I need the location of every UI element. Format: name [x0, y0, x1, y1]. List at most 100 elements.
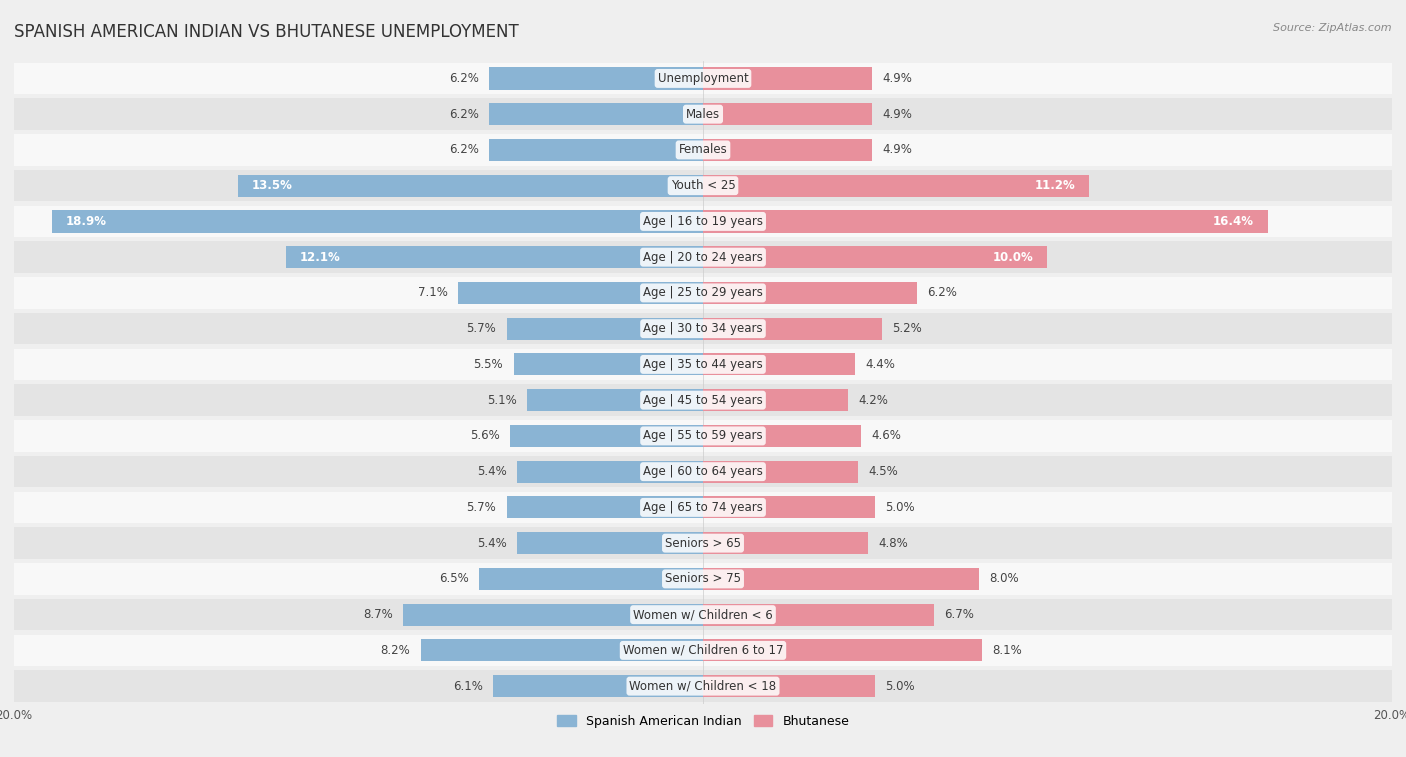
- Bar: [420, 640, 703, 662]
- Bar: [703, 425, 862, 447]
- Bar: [703, 103, 872, 125]
- Text: 4.9%: 4.9%: [882, 107, 912, 120]
- Bar: [14, 206, 1392, 237]
- Text: 5.0%: 5.0%: [886, 501, 915, 514]
- Text: 4.2%: 4.2%: [858, 394, 887, 407]
- Bar: [52, 210, 703, 232]
- Text: 18.9%: 18.9%: [66, 215, 107, 228]
- Text: 13.5%: 13.5%: [252, 179, 292, 192]
- Text: 6.2%: 6.2%: [450, 72, 479, 85]
- Text: 8.1%: 8.1%: [993, 644, 1022, 657]
- Bar: [513, 354, 703, 375]
- Text: Age | 16 to 19 years: Age | 16 to 19 years: [643, 215, 763, 228]
- Text: 5.4%: 5.4%: [477, 465, 506, 478]
- Bar: [703, 640, 981, 662]
- Bar: [287, 246, 703, 268]
- Bar: [703, 460, 858, 483]
- Text: 6.2%: 6.2%: [450, 143, 479, 157]
- Bar: [703, 67, 872, 89]
- Text: 6.7%: 6.7%: [945, 608, 974, 621]
- Bar: [489, 139, 703, 161]
- Bar: [14, 313, 1392, 344]
- Bar: [14, 671, 1392, 702]
- Text: Age | 65 to 74 years: Age | 65 to 74 years: [643, 501, 763, 514]
- Text: Age | 25 to 29 years: Age | 25 to 29 years: [643, 286, 763, 300]
- Bar: [510, 425, 703, 447]
- Bar: [703, 139, 872, 161]
- Text: Age | 35 to 44 years: Age | 35 to 44 years: [643, 358, 763, 371]
- Bar: [703, 246, 1047, 268]
- Text: 4.4%: 4.4%: [865, 358, 894, 371]
- Text: 5.7%: 5.7%: [467, 322, 496, 335]
- Text: 10.0%: 10.0%: [993, 251, 1033, 263]
- Text: 6.2%: 6.2%: [450, 107, 479, 120]
- Bar: [14, 277, 1392, 309]
- Bar: [703, 389, 848, 411]
- Text: 8.2%: 8.2%: [381, 644, 411, 657]
- Text: 12.1%: 12.1%: [299, 251, 340, 263]
- Text: Age | 55 to 59 years: Age | 55 to 59 years: [643, 429, 763, 442]
- Bar: [14, 599, 1392, 631]
- Bar: [703, 318, 882, 340]
- Text: Females: Females: [679, 143, 727, 157]
- Legend: Spanish American Indian, Bhutanese: Spanish American Indian, Bhutanese: [551, 710, 855, 733]
- Text: 7.1%: 7.1%: [418, 286, 449, 300]
- Bar: [14, 634, 1392, 666]
- Text: Youth < 25: Youth < 25: [671, 179, 735, 192]
- Bar: [703, 282, 917, 304]
- Bar: [14, 385, 1392, 416]
- Bar: [14, 134, 1392, 166]
- Bar: [479, 568, 703, 590]
- Text: 4.6%: 4.6%: [872, 429, 901, 442]
- Text: Age | 60 to 64 years: Age | 60 to 64 years: [643, 465, 763, 478]
- Bar: [14, 170, 1392, 201]
- Text: 6.2%: 6.2%: [927, 286, 956, 300]
- Text: 5.7%: 5.7%: [467, 501, 496, 514]
- Bar: [14, 349, 1392, 380]
- Text: Age | 20 to 24 years: Age | 20 to 24 years: [643, 251, 763, 263]
- Text: 8.0%: 8.0%: [988, 572, 1018, 585]
- Bar: [517, 532, 703, 554]
- Text: 6.5%: 6.5%: [439, 572, 468, 585]
- Bar: [703, 354, 855, 375]
- Bar: [703, 675, 875, 697]
- Text: 4.9%: 4.9%: [882, 72, 912, 85]
- Bar: [458, 282, 703, 304]
- Text: Age | 30 to 34 years: Age | 30 to 34 years: [643, 322, 763, 335]
- Bar: [14, 563, 1392, 595]
- Bar: [14, 63, 1392, 94]
- Text: Women w/ Children < 18: Women w/ Children < 18: [630, 680, 776, 693]
- Bar: [703, 532, 869, 554]
- Text: Source: ZipAtlas.com: Source: ZipAtlas.com: [1274, 23, 1392, 33]
- Text: 4.5%: 4.5%: [869, 465, 898, 478]
- Text: SPANISH AMERICAN INDIAN VS BHUTANESE UNEMPLOYMENT: SPANISH AMERICAN INDIAN VS BHUTANESE UNE…: [14, 23, 519, 41]
- Text: Women w/ Children 6 to 17: Women w/ Children 6 to 17: [623, 644, 783, 657]
- Bar: [489, 103, 703, 125]
- Bar: [506, 318, 703, 340]
- Bar: [404, 603, 703, 626]
- Text: 5.5%: 5.5%: [474, 358, 503, 371]
- Text: 5.4%: 5.4%: [477, 537, 506, 550]
- Text: 8.7%: 8.7%: [363, 608, 392, 621]
- Bar: [494, 675, 703, 697]
- Text: Seniors > 65: Seniors > 65: [665, 537, 741, 550]
- Bar: [703, 497, 875, 519]
- Text: 4.9%: 4.9%: [882, 143, 912, 157]
- Bar: [703, 210, 1268, 232]
- Text: 5.0%: 5.0%: [886, 680, 915, 693]
- Bar: [703, 175, 1088, 197]
- Bar: [14, 98, 1392, 130]
- Bar: [14, 492, 1392, 523]
- Text: 5.6%: 5.6%: [470, 429, 499, 442]
- Text: Women w/ Children < 6: Women w/ Children < 6: [633, 608, 773, 621]
- Bar: [527, 389, 703, 411]
- Bar: [517, 460, 703, 483]
- Bar: [14, 528, 1392, 559]
- Text: 5.1%: 5.1%: [488, 394, 517, 407]
- Bar: [238, 175, 703, 197]
- Text: Age | 45 to 54 years: Age | 45 to 54 years: [643, 394, 763, 407]
- Text: 4.8%: 4.8%: [879, 537, 908, 550]
- Text: 6.1%: 6.1%: [453, 680, 482, 693]
- Text: Seniors > 75: Seniors > 75: [665, 572, 741, 585]
- Bar: [489, 67, 703, 89]
